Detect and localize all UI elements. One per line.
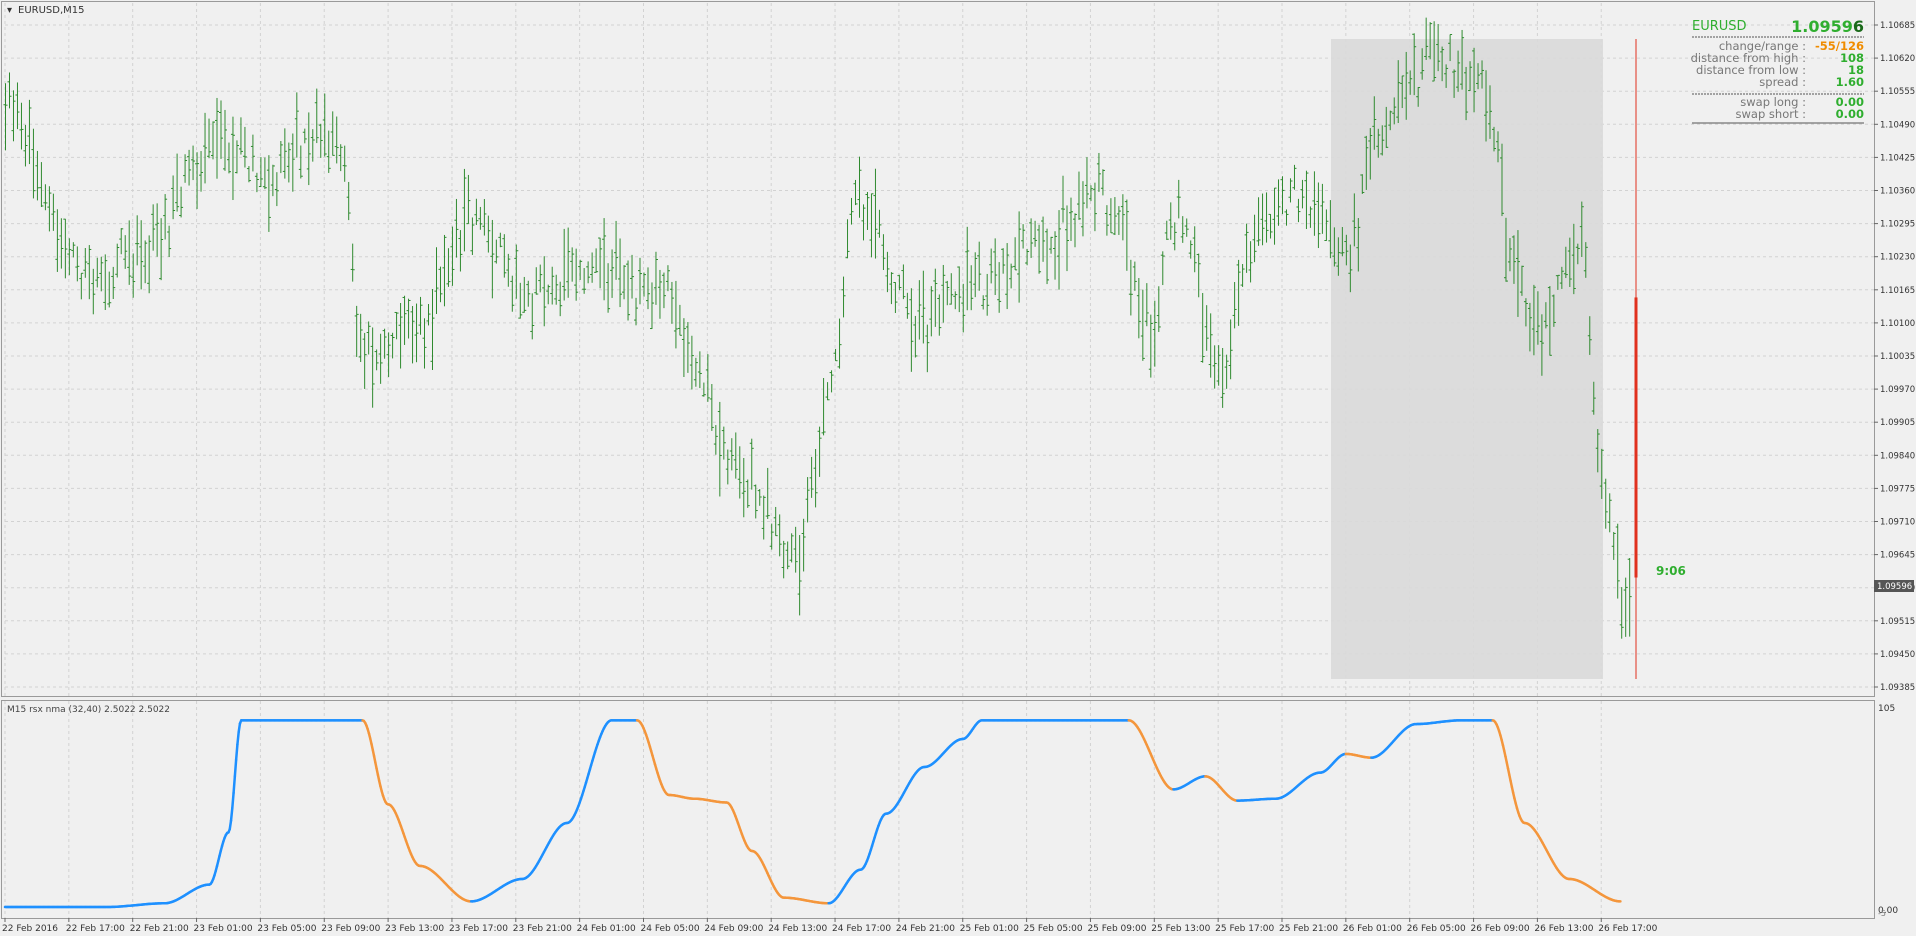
- info-row-label: swap short :: [1736, 107, 1806, 121]
- time-axis-label: 25 Feb 13:00: [1151, 924, 1210, 934]
- info-price: 1.09596: [1791, 17, 1864, 36]
- info-row-value: 0.00: [1836, 95, 1864, 109]
- time-axis-label: 26 Feb 09:00: [1471, 924, 1530, 934]
- time-axis-label: 26 Feb 13:00: [1534, 924, 1593, 934]
- price-axis[interactable]: 1.10685 1.10620 1.10555 1.10490 1.10425 1.103…: [1874, 21, 1915, 693]
- price-axis-label: 1.10685: [1880, 21, 1915, 31]
- time-axis-label: 25 Feb 09:00: [1087, 924, 1146, 934]
- chart-title: EURUSD,M15: [18, 5, 84, 16]
- time-axis-label: 26 Feb 05:00: [1407, 924, 1466, 934]
- time-axis-label: 23 Feb 09:00: [321, 924, 380, 934]
- info-row-label: change/range :: [1719, 39, 1806, 53]
- indicator-title: M15 rsx nma (32,40) 2.5022 2.5022: [7, 705, 170, 715]
- session-highlight: [1331, 39, 1603, 679]
- rsx-segment: [232, 775, 237, 795]
- time-axis-label: 25 Feb 17:00: [1215, 924, 1274, 934]
- price-axis-label: 1.10100: [1880, 319, 1915, 329]
- rsx-segment: [237, 722, 242, 734]
- current-price-tag: [1874, 580, 1914, 592]
- time-axis-label: 24 Feb 17:00: [832, 924, 891, 934]
- price-axis-label: 1.10425: [1880, 153, 1915, 163]
- session-highlight-box: [1331, 39, 1603, 679]
- rsx-segment: [231, 791, 235, 810]
- info-row-label: spread :: [1759, 75, 1806, 89]
- info-row-value: 1.60: [1836, 75, 1864, 89]
- price-axis-label: 1.10620: [1880, 54, 1915, 64]
- time-axis-label: 22 Feb 21:00: [130, 924, 189, 934]
- price-axis-label: 1.09385: [1880, 683, 1915, 693]
- time-axis-label: 23 Feb 13:00: [385, 924, 444, 934]
- indicator-axis-top: 105: [1878, 704, 1895, 714]
- info-row-value: 18: [1848, 63, 1864, 77]
- time-axis-label: 23 Feb 05:00: [257, 924, 316, 934]
- time-axis[interactable]: 22 Feb 2016 22 Feb 17:00 22 Feb 21:00 23 Fe…: [2, 918, 1658, 934]
- time-axis-label: 24 Feb 05:00: [641, 924, 700, 934]
- time-axis-label: 23 Feb 21:00: [513, 924, 572, 934]
- price-axis-label: 1.09710: [1880, 518, 1915, 528]
- price-axis-label: 1.10035: [1880, 352, 1915, 362]
- price-candles[interactable]: [3, 17, 1632, 639]
- rsx-segment: [233, 758, 238, 778]
- time-axis-label: 23 Feb 17:00: [449, 924, 508, 934]
- price-axis-label: 1.10490: [1880, 120, 1915, 130]
- candle-countdown-timer: 9:06: [1656, 564, 1686, 578]
- time-axis-label: 26 Feb 01:00: [1343, 924, 1402, 934]
- indicator-frame: [1, 700, 1875, 919]
- time-axis-label: 25 Feb 05:00: [1024, 924, 1083, 934]
- info-price-main: 1.0959: [1791, 17, 1853, 36]
- current-price-value: 1.09596: [1877, 582, 1912, 592]
- time-axis-label: 25 Feb 01:00: [960, 924, 1019, 934]
- price-axis-label: 1.10555: [1880, 87, 1915, 97]
- price-axis-label: 1.10165: [1880, 286, 1915, 296]
- info-rows: change/range : -55/126 distance from high …: [1691, 39, 1864, 121]
- time-axis-label: 24 Feb 01:00: [577, 924, 636, 934]
- indicator-axis-bottom-shadow: -5: [1878, 909, 1886, 918]
- time-axis-label: 26 Feb 17:00: [1598, 924, 1657, 934]
- time-axis-label: 22 Feb 2016: [2, 924, 58, 934]
- last-candle-body[interactable]: [1634, 297, 1638, 578]
- price-axis-label: 1.09645: [1880, 551, 1915, 561]
- price-axis-label: 1.09775: [1880, 484, 1915, 494]
- time-axis-label: 23 Feb 01:00: [194, 924, 253, 934]
- time-axis-label: 24 Feb 21:00: [896, 924, 955, 934]
- time-axis-label: 24 Feb 13:00: [768, 924, 827, 934]
- info-row-label: swap long :: [1740, 95, 1806, 109]
- info-symbol: EURUSD: [1692, 19, 1747, 34]
- indicator-axis-bottom: 0.00: [1878, 906, 1898, 916]
- time-axis-label: 24 Feb 09:00: [704, 924, 763, 934]
- info-row-value: 108: [1840, 51, 1864, 65]
- rsx-segment: [236, 730, 240, 746]
- info-row-value: 0.00: [1836, 107, 1864, 121]
- info-row-value: -55/126: [1815, 39, 1864, 53]
- time-axis-label: 22 Feb 17:00: [66, 924, 125, 934]
- rsx-indicator-line[interactable]: [3, 719, 1622, 909]
- main-chart-frame: [1, 1, 1875, 697]
- rsx-segment: [234, 743, 239, 762]
- info-row-label: distance from high :: [1691, 51, 1806, 65]
- price-axis-label: 1.09515: [1880, 617, 1915, 627]
- price-axis-label: 1.09970: [1880, 385, 1915, 395]
- rsx-segment: [229, 806, 234, 822]
- price-axis-label: 1.10360: [1880, 187, 1915, 197]
- price-axis-label: 1.10230: [1880, 253, 1915, 263]
- price-axis-label: 1.09450: [1880, 650, 1915, 660]
- info-price-last-digit: 6: [1853, 17, 1864, 36]
- price-axis-label: 1.09905: [1880, 418, 1915, 428]
- time-axis-label: 25 Feb 21:00: [1279, 924, 1338, 934]
- info-row-label: distance from low :: [1696, 63, 1806, 77]
- info-panel: EURUSD 1.09596 change/range : -55/126 dist…: [1691, 17, 1864, 124]
- rsx-segment: [228, 819, 233, 831]
- price-axis-label: 1.10295: [1880, 220, 1915, 230]
- price-axis-label: 1.09840: [1880, 451, 1915, 461]
- collapse-arrow-icon[interactable]: ▾: [7, 5, 12, 16]
- current-candle[interactable]: [1634, 39, 1638, 679]
